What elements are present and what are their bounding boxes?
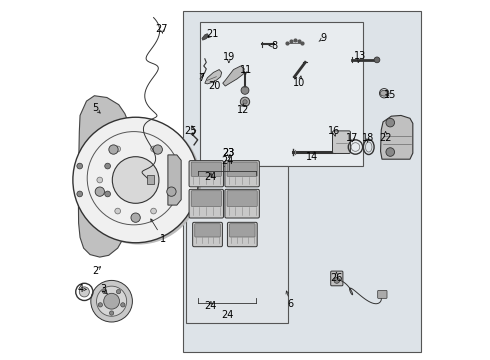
FancyBboxPatch shape (225, 189, 259, 218)
Text: 6: 6 (288, 299, 294, 309)
FancyBboxPatch shape (227, 162, 257, 176)
Bar (147, 175, 154, 184)
Circle shape (167, 187, 176, 196)
Circle shape (76, 119, 201, 244)
Circle shape (95, 187, 104, 196)
Circle shape (79, 287, 89, 297)
FancyBboxPatch shape (195, 224, 220, 237)
Circle shape (105, 191, 110, 197)
Text: 16: 16 (328, 126, 340, 135)
Circle shape (169, 177, 174, 183)
Text: 27: 27 (155, 24, 168, 34)
FancyBboxPatch shape (191, 191, 221, 206)
Circle shape (98, 303, 102, 307)
Text: 5: 5 (92, 103, 98, 113)
Text: 23: 23 (222, 148, 235, 158)
Text: 12: 12 (237, 105, 249, 115)
FancyBboxPatch shape (191, 162, 221, 176)
Text: 7: 7 (198, 73, 204, 83)
Text: 17: 17 (345, 133, 358, 143)
FancyBboxPatch shape (227, 191, 257, 206)
Text: 26: 26 (330, 273, 343, 283)
Circle shape (73, 117, 198, 243)
Text: 21: 21 (206, 29, 218, 39)
Circle shape (102, 289, 107, 294)
Text: 14: 14 (306, 152, 318, 162)
FancyBboxPatch shape (378, 291, 387, 298)
Text: 25: 25 (184, 126, 197, 135)
Text: 3: 3 (100, 284, 106, 294)
Text: 24: 24 (221, 310, 233, 320)
Circle shape (112, 157, 159, 203)
Circle shape (121, 303, 125, 307)
Circle shape (117, 289, 121, 294)
Bar (186, 166, 288, 323)
Bar (183, 12, 421, 352)
Polygon shape (78, 96, 129, 257)
Circle shape (97, 177, 102, 183)
Polygon shape (202, 34, 208, 40)
Text: 24: 24 (205, 301, 217, 311)
Text: 13: 13 (354, 51, 366, 61)
Circle shape (334, 278, 340, 283)
Text: 20: 20 (208, 81, 220, 91)
Polygon shape (205, 69, 221, 84)
Circle shape (386, 118, 394, 127)
Bar (200, 22, 364, 166)
FancyBboxPatch shape (227, 222, 257, 247)
Polygon shape (381, 116, 413, 159)
Text: 22: 22 (379, 133, 392, 143)
FancyBboxPatch shape (193, 222, 222, 247)
Circle shape (77, 163, 83, 169)
Circle shape (109, 311, 114, 315)
FancyBboxPatch shape (331, 271, 343, 286)
Text: 23: 23 (222, 148, 235, 158)
Circle shape (115, 208, 121, 214)
Text: 24: 24 (205, 172, 217, 182)
Circle shape (243, 100, 247, 104)
Circle shape (104, 293, 120, 309)
Text: 2: 2 (92, 266, 98, 276)
Text: 15: 15 (384, 90, 396, 100)
FancyBboxPatch shape (189, 189, 223, 218)
Polygon shape (223, 66, 245, 86)
Text: 11: 11 (240, 64, 252, 75)
FancyBboxPatch shape (230, 224, 255, 237)
Text: 18: 18 (362, 133, 374, 143)
Text: 10: 10 (294, 78, 306, 88)
FancyBboxPatch shape (189, 161, 223, 187)
Circle shape (153, 145, 162, 154)
Circle shape (131, 213, 140, 222)
Text: 4: 4 (78, 284, 84, 294)
Circle shape (105, 163, 110, 169)
Polygon shape (168, 155, 181, 205)
Ellipse shape (380, 90, 388, 96)
Circle shape (374, 57, 380, 63)
Text: 19: 19 (223, 52, 235, 62)
Text: 24: 24 (221, 156, 233, 166)
Circle shape (97, 286, 126, 316)
Circle shape (241, 86, 249, 94)
Circle shape (115, 146, 121, 152)
Circle shape (77, 191, 83, 197)
Circle shape (240, 97, 250, 107)
Circle shape (151, 208, 156, 214)
Circle shape (386, 148, 394, 156)
Text: 8: 8 (271, 41, 277, 50)
Text: 1: 1 (160, 234, 166, 244)
Text: 9: 9 (320, 33, 326, 43)
Circle shape (91, 280, 132, 322)
FancyBboxPatch shape (225, 161, 259, 187)
Circle shape (151, 146, 156, 152)
Circle shape (109, 145, 118, 154)
FancyBboxPatch shape (333, 131, 350, 153)
